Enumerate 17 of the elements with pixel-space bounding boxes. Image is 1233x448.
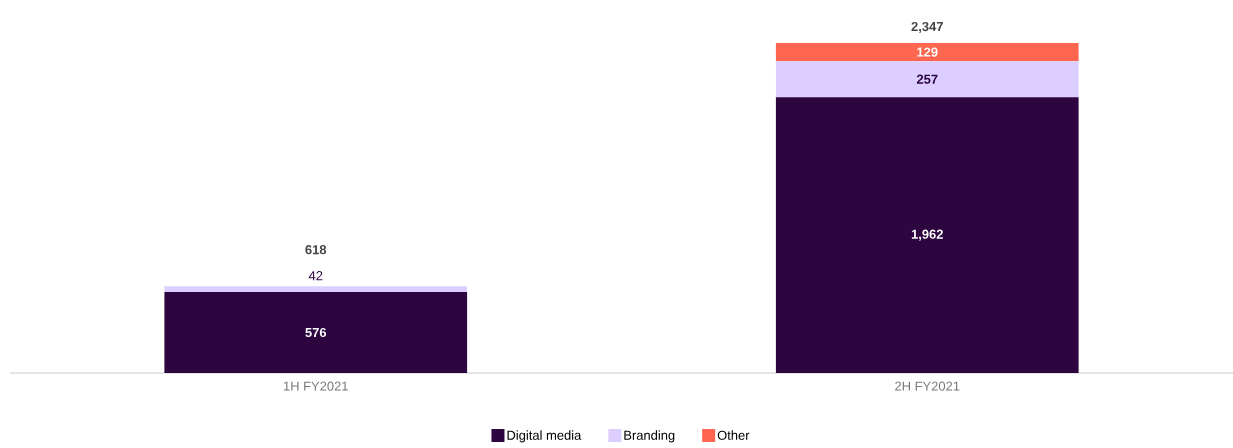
data-label: 42: [308, 271, 323, 281]
legend-label: Branding: [624, 430, 675, 443]
bar: [775, 61, 1079, 98]
total-label: 2,347: [911, 21, 943, 33]
data-label: 576: [305, 327, 327, 338]
legend-label: Digital media: [507, 430, 582, 443]
data-label: 257: [916, 74, 938, 84]
bar: [164, 292, 468, 373]
x-tick-label: 1H FY2021: [283, 381, 348, 391]
x-tick-label: 2H FY2021: [895, 381, 960, 391]
legend-label: Other: [717, 430, 750, 440]
bar: [164, 286, 468, 293]
data-label: 129: [917, 47, 938, 57]
bar: [775, 43, 1079, 62]
data-label: 1,962: [911, 229, 943, 241]
bar: [775, 97, 1079, 373]
total-label: 618: [305, 245, 327, 255]
